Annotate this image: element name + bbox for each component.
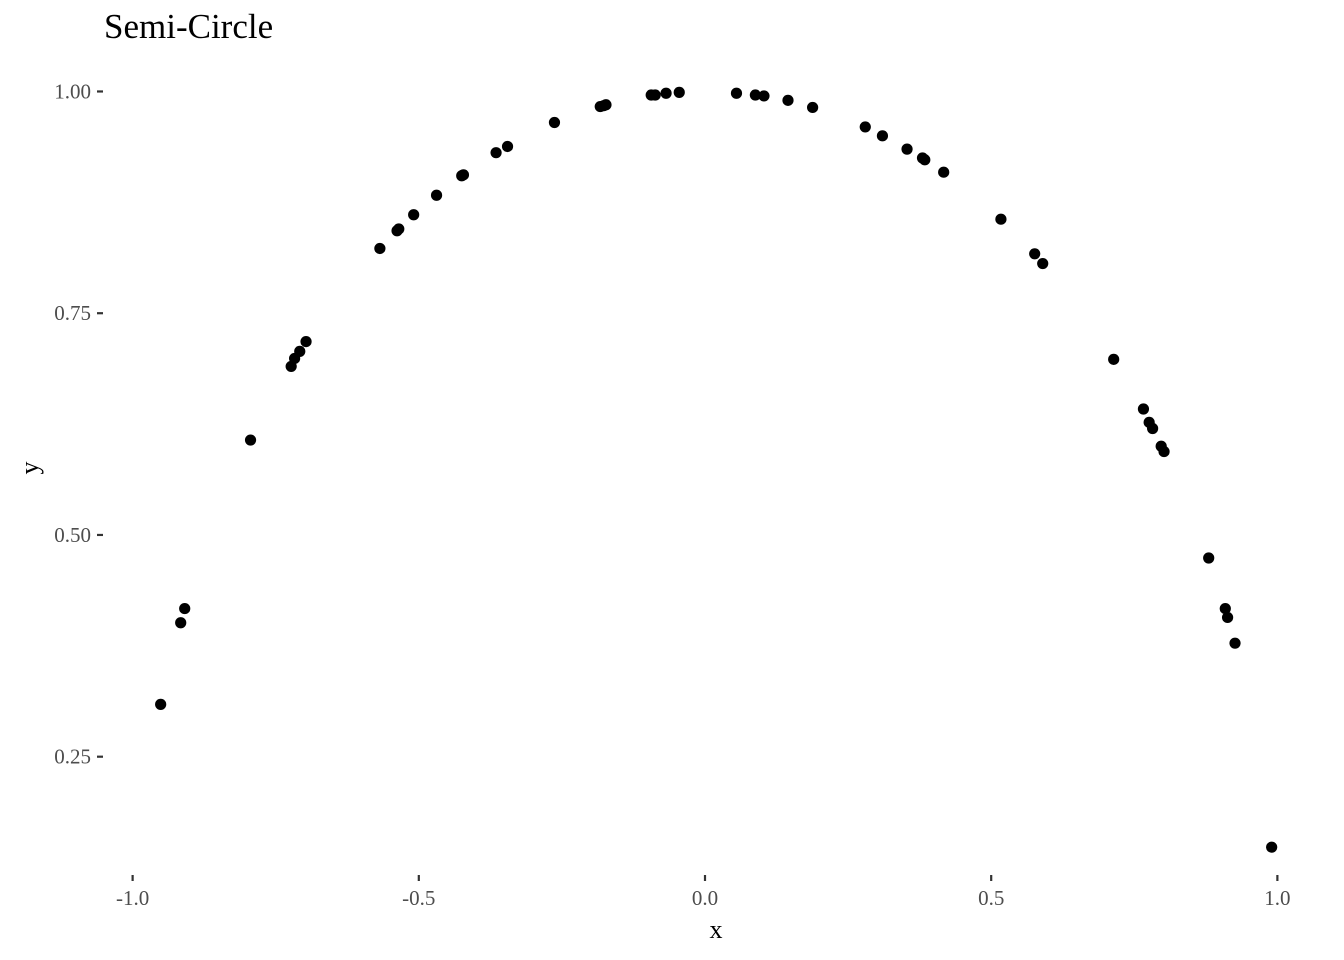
data-point bbox=[876, 130, 889, 142]
data-point bbox=[1137, 403, 1150, 415]
data-point bbox=[294, 345, 306, 357]
y-axis-title: y bbox=[15, 462, 44, 475]
y-axis: 0.25 0.50 0.75 1.00 bbox=[54, 79, 103, 769]
y-tick-label: 1.00 bbox=[54, 79, 91, 103]
data-point bbox=[1158, 445, 1170, 458]
x-tick-label: 0.5 bbox=[978, 886, 1004, 910]
data-point bbox=[1203, 552, 1215, 564]
data-point bbox=[393, 223, 405, 235]
data-point bbox=[901, 143, 913, 155]
data-point bbox=[649, 89, 661, 101]
data-point bbox=[548, 116, 561, 129]
data-point bbox=[782, 94, 794, 106]
data-points bbox=[155, 86, 1278, 853]
data-point bbox=[490, 147, 502, 159]
data-point bbox=[995, 213, 1007, 225]
y-tick-label: 0.50 bbox=[54, 523, 91, 547]
x-tick-label: -0.5 bbox=[402, 886, 435, 910]
data-point bbox=[408, 209, 420, 221]
data-point bbox=[179, 602, 191, 615]
data-point bbox=[660, 87, 672, 99]
data-point bbox=[938, 166, 950, 178]
x-axis-title: x bbox=[710, 915, 723, 944]
data-point bbox=[244, 434, 257, 446]
data-point bbox=[501, 140, 514, 153]
data-point bbox=[1108, 353, 1120, 365]
x-tick-label: 1.0 bbox=[1264, 886, 1290, 910]
data-point bbox=[300, 336, 312, 348]
data-point bbox=[1037, 257, 1049, 270]
y-tick-label: 0.25 bbox=[54, 745, 91, 769]
data-point bbox=[457, 169, 470, 181]
y-tick-label: 0.75 bbox=[54, 301, 91, 325]
x-axis: -1.0 -0.5 0.0 0.5 1.0 bbox=[116, 875, 1291, 910]
data-point bbox=[155, 698, 167, 710]
data-point bbox=[175, 617, 187, 629]
data-point bbox=[919, 154, 931, 166]
data-point bbox=[374, 242, 386, 255]
data-point bbox=[600, 99, 612, 111]
data-point bbox=[749, 89, 761, 101]
data-point bbox=[1219, 602, 1231, 615]
data-point bbox=[730, 87, 743, 99]
data-point bbox=[430, 189, 443, 201]
data-point bbox=[1147, 422, 1159, 435]
data-point bbox=[758, 90, 770, 102]
chart-title: Semi-Circle bbox=[104, 7, 273, 46]
data-point bbox=[673, 86, 685, 98]
data-point bbox=[859, 121, 871, 133]
data-point bbox=[1221, 611, 1234, 624]
data-point bbox=[1229, 637, 1241, 649]
x-tick-label: 0.0 bbox=[692, 886, 718, 910]
data-point bbox=[1029, 248, 1041, 260]
x-tick-label: -1.0 bbox=[116, 886, 149, 910]
data-point bbox=[1266, 841, 1278, 853]
data-point bbox=[807, 101, 819, 114]
